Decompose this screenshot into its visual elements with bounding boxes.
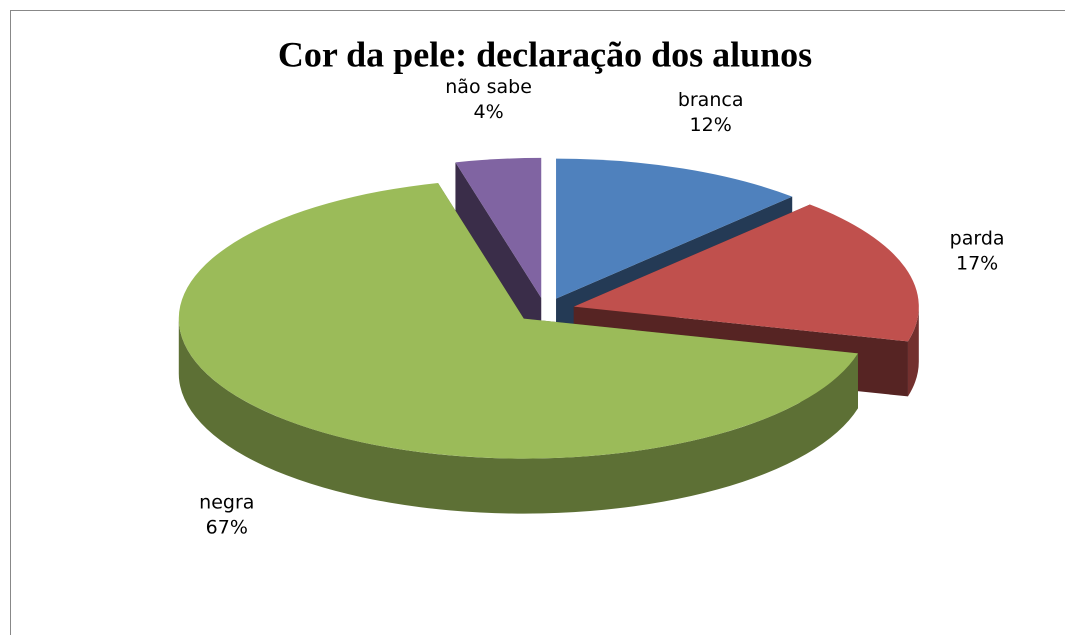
slice-wall [178, 318, 858, 514]
slice [556, 158, 793, 299]
slice-label-name: branca [678, 89, 744, 111]
slice-label-value: 67% [206, 517, 248, 539]
slice-wall [907, 306, 919, 397]
chart-title: Cor da pele: declaração dos alunos [278, 34, 812, 74]
slice-label-value: 4% [474, 101, 504, 123]
slice-label-name: não sabe [445, 76, 532, 98]
slice [178, 183, 858, 459]
slice [573, 204, 919, 342]
slice-label-name: parda [950, 227, 1005, 249]
slice-side [455, 162, 542, 353]
slice [455, 157, 542, 298]
slice-label-value: 12% [690, 114, 732, 136]
slice-label-value: 17% [956, 252, 998, 274]
slice-label-name: negra [199, 492, 254, 514]
